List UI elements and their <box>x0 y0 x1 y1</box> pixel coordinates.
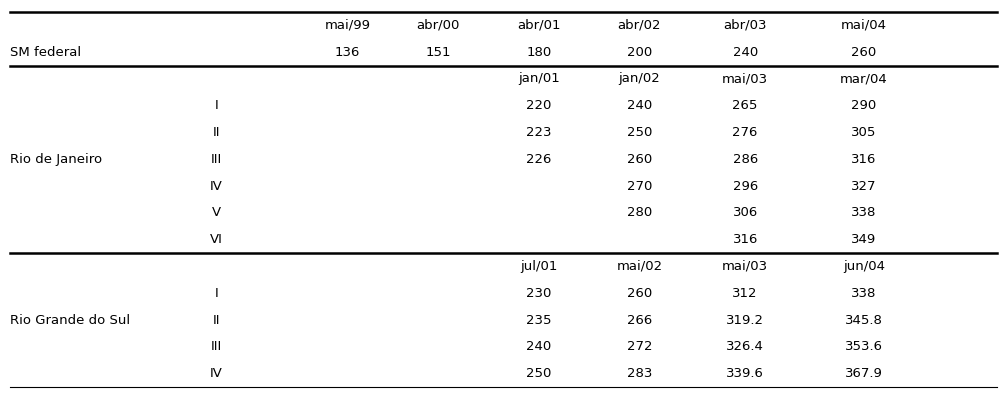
Text: mai/03: mai/03 <box>722 260 768 273</box>
Text: Rio Grande do Sul: Rio Grande do Sul <box>10 314 130 326</box>
Text: 345.8: 345.8 <box>845 314 883 326</box>
Text: jan/02: jan/02 <box>618 73 661 85</box>
Text: 266: 266 <box>626 314 653 326</box>
Text: 283: 283 <box>626 367 653 380</box>
Text: 151: 151 <box>425 45 451 59</box>
Text: 230: 230 <box>526 287 552 300</box>
Text: 260: 260 <box>626 287 653 300</box>
Text: V: V <box>211 206 222 219</box>
Text: abr/01: abr/01 <box>517 19 561 32</box>
Text: mar/04: mar/04 <box>840 73 888 85</box>
Text: 260: 260 <box>851 45 877 59</box>
Text: 326.4: 326.4 <box>726 340 764 354</box>
Text: mai/04: mai/04 <box>841 19 887 32</box>
Text: II: II <box>212 314 221 326</box>
Text: 250: 250 <box>526 367 552 380</box>
Text: II: II <box>212 126 221 139</box>
Text: 290: 290 <box>851 99 877 112</box>
Text: 338: 338 <box>851 287 877 300</box>
Text: 349: 349 <box>851 233 877 246</box>
Text: abr/00: abr/00 <box>416 19 460 32</box>
Text: 220: 220 <box>526 99 552 112</box>
Text: mai/02: mai/02 <box>616 260 663 273</box>
Text: 240: 240 <box>732 45 758 59</box>
Text: III: III <box>210 340 223 354</box>
Text: 250: 250 <box>626 126 653 139</box>
Text: IV: IV <box>210 367 223 380</box>
Text: 235: 235 <box>526 314 552 326</box>
Text: 260: 260 <box>626 153 653 166</box>
Text: 280: 280 <box>626 206 653 219</box>
Text: VI: VI <box>210 233 223 246</box>
Text: 316: 316 <box>851 153 877 166</box>
Text: I: I <box>214 287 219 300</box>
Text: abr/03: abr/03 <box>723 19 767 32</box>
Text: I: I <box>214 99 219 112</box>
Text: abr/02: abr/02 <box>617 19 662 32</box>
Text: jul/01: jul/01 <box>520 260 558 273</box>
Text: 316: 316 <box>732 233 758 246</box>
Text: 286: 286 <box>732 153 758 166</box>
Text: 136: 136 <box>334 45 361 59</box>
Text: 223: 223 <box>526 126 552 139</box>
Text: 180: 180 <box>526 45 552 59</box>
Text: 305: 305 <box>851 126 877 139</box>
Text: mai/03: mai/03 <box>722 73 768 85</box>
Text: 296: 296 <box>732 180 758 193</box>
Text: 272: 272 <box>626 340 653 354</box>
Text: 276: 276 <box>732 126 758 139</box>
Text: IV: IV <box>210 180 223 193</box>
Text: 270: 270 <box>626 180 653 193</box>
Text: 338: 338 <box>851 206 877 219</box>
Text: mai/99: mai/99 <box>324 19 371 32</box>
Text: 327: 327 <box>851 180 877 193</box>
Text: 240: 240 <box>626 99 653 112</box>
Text: Rio de Janeiro: Rio de Janeiro <box>10 153 102 166</box>
Text: 312: 312 <box>732 287 758 300</box>
Text: 319.2: 319.2 <box>726 314 764 326</box>
Text: 353.6: 353.6 <box>845 340 883 354</box>
Text: III: III <box>210 153 223 166</box>
Text: 306: 306 <box>732 206 758 219</box>
Text: 226: 226 <box>526 153 552 166</box>
Text: jun/04: jun/04 <box>843 260 885 273</box>
Text: 339.6: 339.6 <box>726 367 764 380</box>
Text: 200: 200 <box>626 45 653 59</box>
Text: jan/01: jan/01 <box>518 73 560 85</box>
Text: 240: 240 <box>526 340 552 354</box>
Text: 367.9: 367.9 <box>845 367 883 380</box>
Text: 265: 265 <box>732 99 758 112</box>
Text: SM federal: SM federal <box>10 45 82 59</box>
